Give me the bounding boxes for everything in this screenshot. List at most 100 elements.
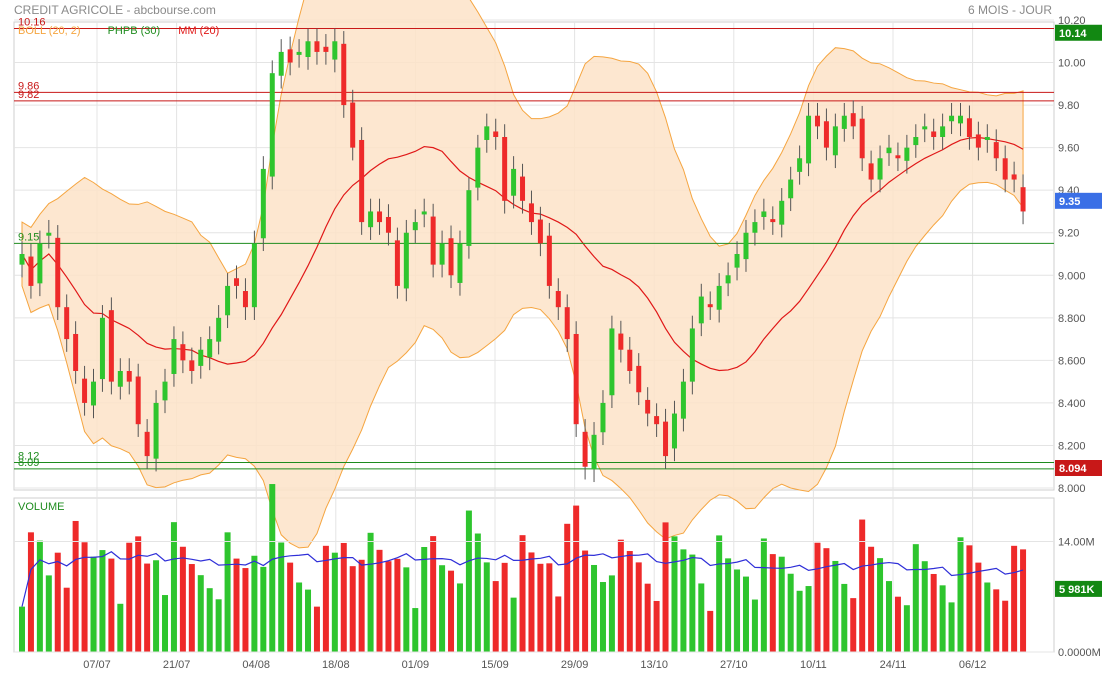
candle-body — [761, 211, 767, 217]
volume-bar — [573, 505, 580, 652]
time-tick-label: 24/11 — [880, 659, 907, 671]
volume-bar — [608, 575, 615, 652]
volume-bar — [322, 545, 329, 652]
candle-body — [823, 121, 829, 148]
candle-body — [439, 243, 445, 265]
candle-body — [520, 176, 526, 201]
volume-bar — [930, 573, 937, 652]
volume-bar — [725, 558, 732, 652]
candle-body — [582, 431, 588, 467]
volume-bar — [81, 542, 88, 652]
volume-bar — [868, 546, 875, 652]
candle-body — [46, 232, 52, 236]
price-tick-label: 9.000 — [1058, 270, 1086, 282]
candle-body — [600, 402, 606, 433]
volume-bar — [903, 605, 910, 652]
candle-body — [475, 147, 481, 188]
candle-body — [403, 232, 409, 289]
candle-body — [385, 216, 391, 233]
price-tick-label: 9.20 — [1058, 228, 1079, 240]
candle-body — [91, 381, 97, 406]
candle-body — [716, 285, 722, 310]
volume-bar — [626, 551, 633, 652]
volume-bar — [54, 552, 61, 652]
volume-bar — [796, 590, 803, 652]
volume-bar — [599, 582, 606, 652]
volume-bar — [331, 552, 338, 652]
volume-bar — [501, 562, 508, 652]
candle-body — [189, 360, 195, 371]
volume-bar — [734, 569, 741, 652]
candle-body — [609, 328, 615, 396]
price-tick-label: 8.800 — [1058, 313, 1086, 325]
volume-tick-label: 0.0000M — [1058, 647, 1101, 659]
time-tick-label: 04/08 — [242, 659, 270, 671]
price-tick-label: 8.400 — [1058, 398, 1086, 410]
volume-tick-label: 14.00M — [1058, 537, 1095, 549]
candle-body — [296, 51, 302, 55]
volume-bar — [421, 546, 428, 652]
volume-bar — [912, 544, 919, 652]
candle-body — [1002, 158, 1008, 180]
volume-bar — [403, 567, 410, 652]
candle-body — [993, 142, 999, 159]
candle-body — [868, 163, 874, 180]
candle-body — [636, 365, 642, 393]
volume-bar — [287, 562, 294, 652]
volume-bar — [1002, 600, 1009, 652]
candle-body — [779, 200, 785, 225]
volume-bar — [975, 562, 982, 652]
candle-body — [225, 285, 231, 316]
candle-body — [153, 402, 159, 459]
time-tick-label: 10/11 — [800, 659, 827, 671]
price-tick-label: 9.80 — [1058, 100, 1079, 112]
candle-body — [502, 137, 508, 201]
time-tick-label: 21/07 — [163, 659, 191, 671]
candle-body — [975, 134, 981, 148]
volume-bar — [72, 520, 79, 652]
candle-body — [28, 256, 34, 286]
candle-body — [278, 51, 284, 76]
volume-bar — [582, 550, 589, 652]
volume-bar — [385, 561, 392, 652]
volume-bar — [19, 606, 25, 652]
volume-bar — [707, 610, 714, 652]
volume-last-badge-text: 5 981K — [1059, 584, 1095, 596]
candle-body — [788, 179, 794, 199]
candle-body — [573, 333, 579, 425]
candle-body — [734, 254, 740, 268]
volume-bar — [135, 536, 142, 652]
period-label[interactable]: 6 MOIS - JOUR — [967, 3, 1052, 17]
volume-bar — [162, 595, 169, 652]
candle-body — [430, 216, 436, 265]
volume-bar — [957, 537, 964, 652]
price-tick-label: 10.00 — [1058, 58, 1086, 70]
candle-body — [269, 73, 275, 177]
volume-title: VOLUME — [18, 501, 64, 513]
volume-bar — [90, 556, 97, 652]
level-label: 8.12 — [18, 450, 39, 462]
volume-bar — [474, 533, 481, 652]
time-tick-label: 29/09 — [561, 659, 589, 671]
candle-body — [180, 344, 186, 361]
candle-body — [359, 139, 365, 223]
volume-bar — [689, 554, 696, 652]
candle-body — [484, 126, 490, 140]
candle-body — [493, 131, 499, 137]
candle-body — [546, 235, 552, 286]
volume-bar — [671, 536, 678, 652]
candle-body — [412, 222, 418, 231]
last-price-badge — [1055, 192, 1102, 209]
volume-bar — [36, 540, 43, 652]
volume-bar — [27, 532, 34, 652]
candle-body — [797, 158, 803, 172]
candle-body — [126, 371, 132, 382]
candle-body — [207, 339, 213, 358]
candle-body — [421, 211, 427, 215]
price-tick-label: 8.600 — [1058, 355, 1086, 367]
time-tick-label: 27/10 — [720, 659, 748, 671]
volume-last-badge — [1055, 580, 1102, 597]
volume-bar — [126, 542, 133, 652]
volume-bar — [224, 532, 231, 652]
volume-bar — [591, 564, 598, 652]
